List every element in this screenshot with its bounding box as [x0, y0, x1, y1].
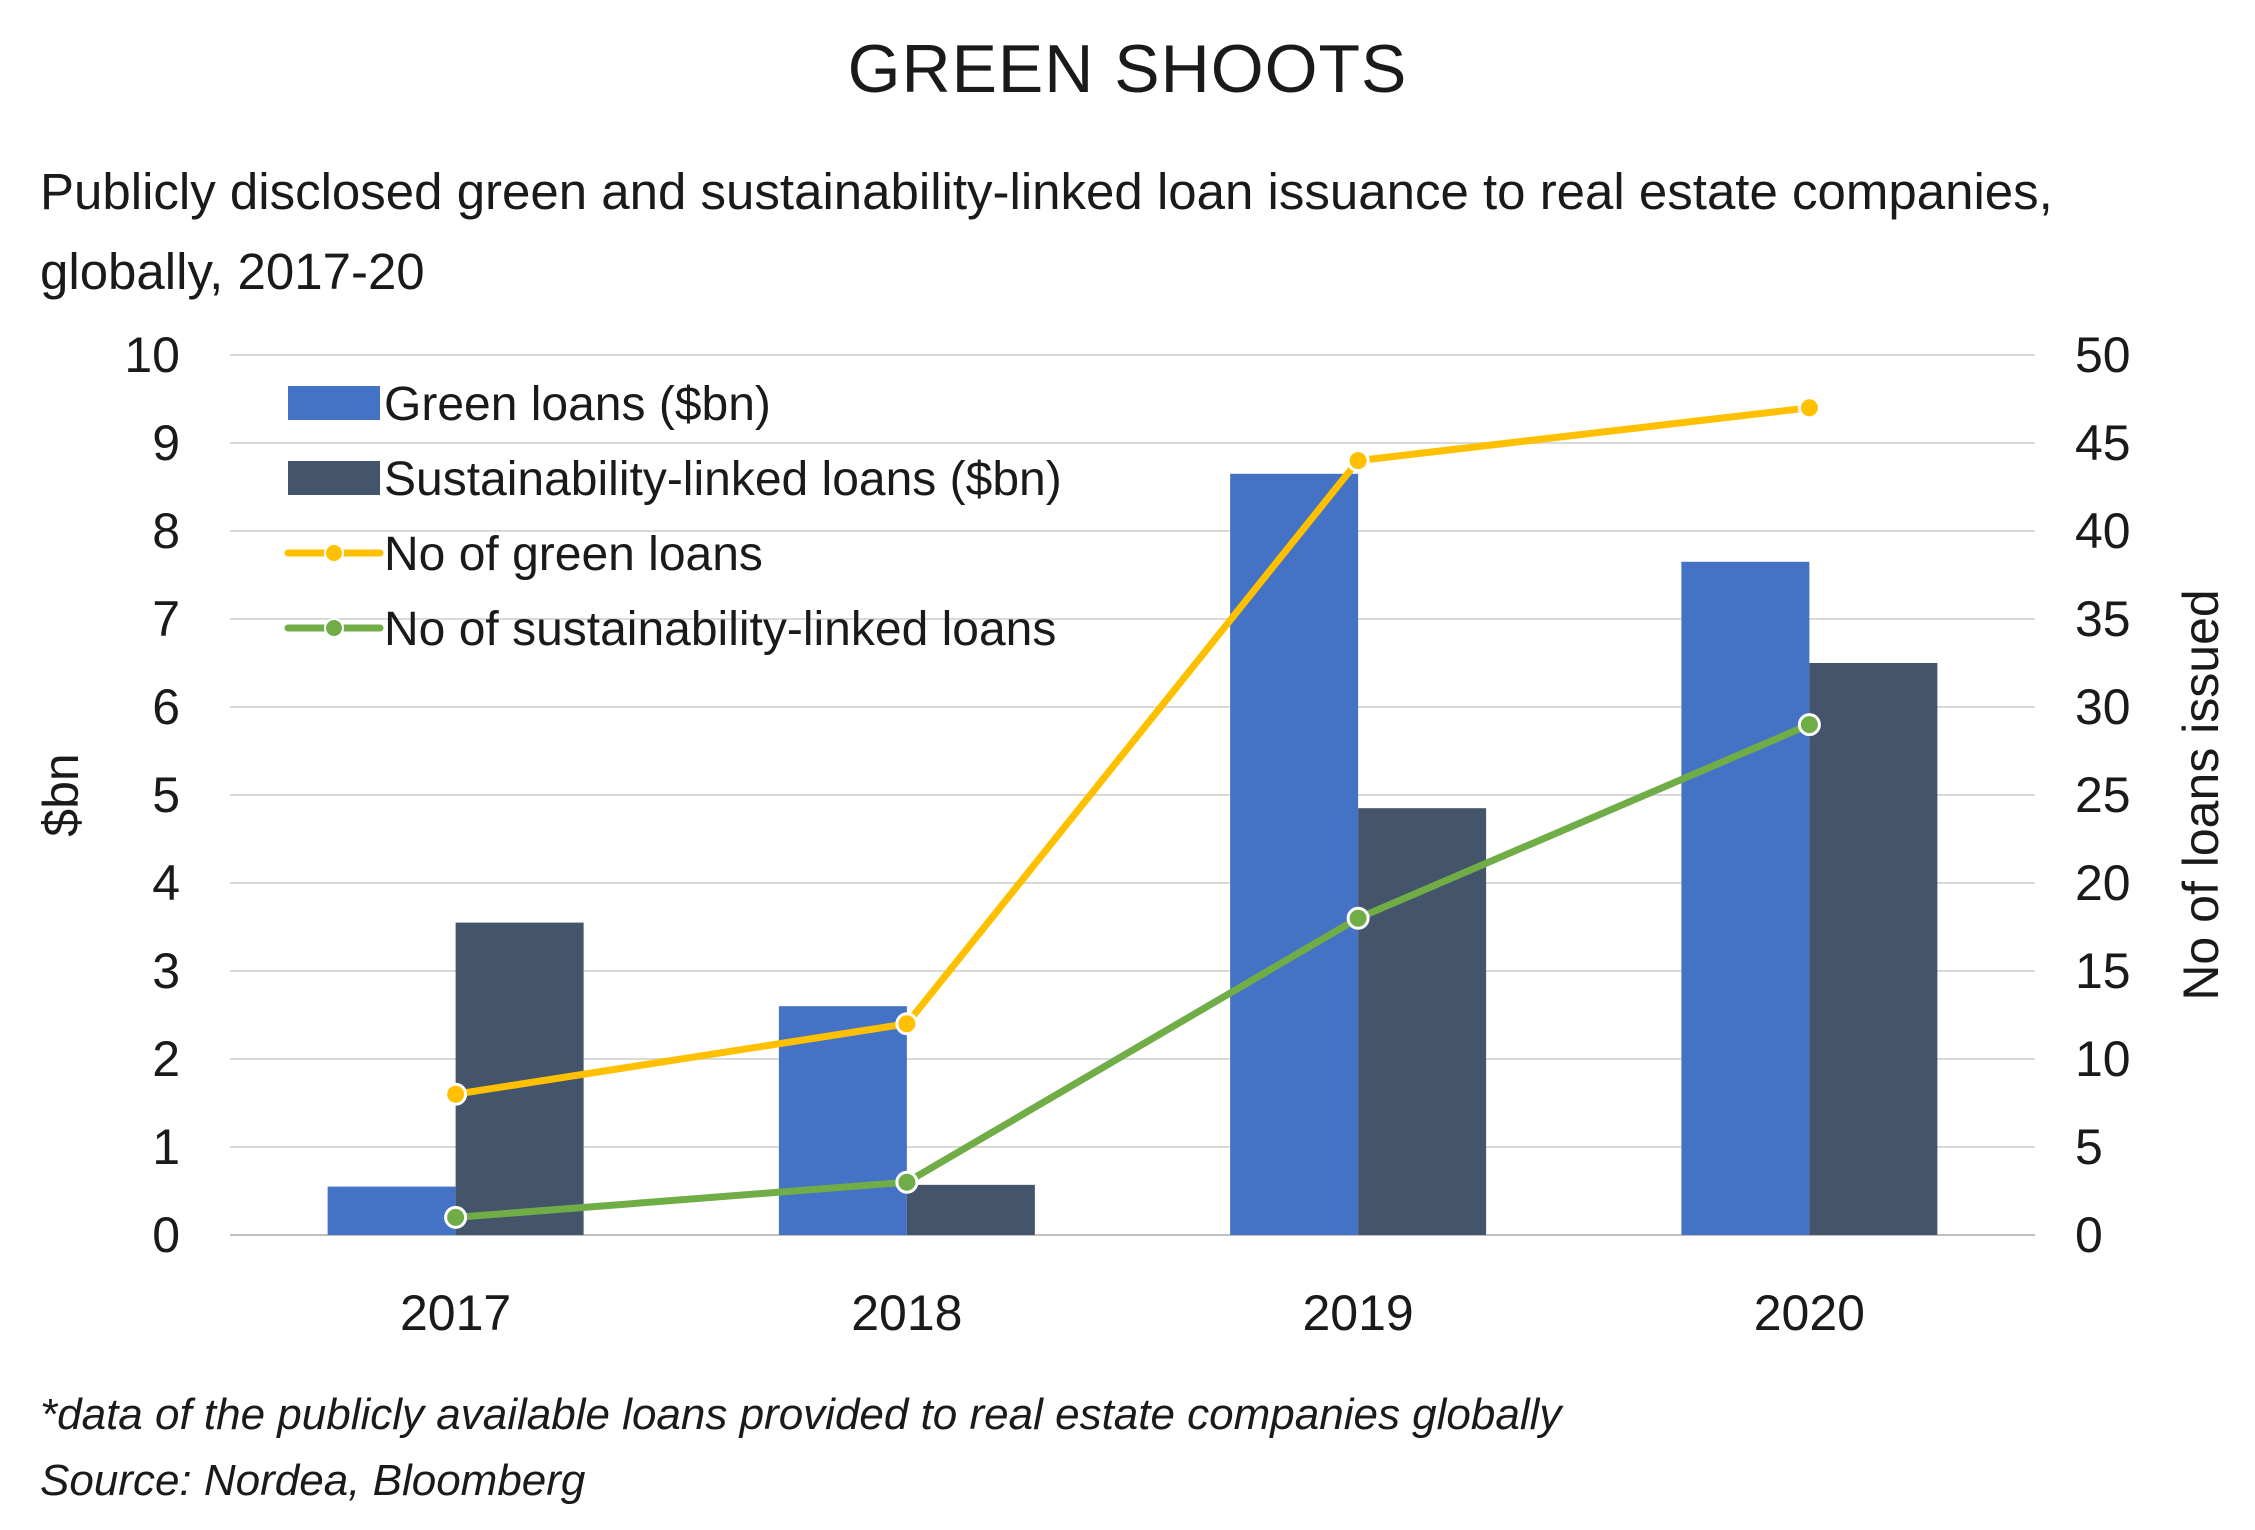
source-text: Source: Nordea, Bloomberg: [40, 1456, 586, 1505]
bar-sustainability-linked-loans: [1809, 663, 1938, 1235]
y-axis-title-left: $bn: [33, 753, 89, 836]
y-tick-label-right: 5: [2075, 1119, 2103, 1175]
bar-green-loans: [1230, 473, 1359, 1235]
point-no-sustainability-linked-loans: [444, 1205, 468, 1229]
y-tick-label-right: 50: [2075, 327, 2131, 383]
point-no-green-loans: [895, 1012, 919, 1036]
x-tick-label: 2020: [1754, 1285, 1865, 1341]
legend-swatch: [288, 461, 380, 495]
point-no-sustainability-linked-loans: [1346, 906, 1370, 930]
y-tick-label-right: 30: [2075, 679, 2131, 735]
bar-green-loans: [778, 1006, 907, 1235]
x-tick-label: 2017: [400, 1285, 511, 1341]
y-tick-label-left: 10: [124, 327, 180, 383]
point-no-sustainability-linked-loans: [895, 1170, 919, 1194]
point-no-green-loans: [1346, 449, 1370, 473]
y-tick-label-right: 45: [2075, 415, 2131, 471]
chart-subtitle: Publicly disclosed green and sustainabil…: [40, 163, 2053, 300]
line-no-green-loans: [452, 404, 1813, 1098]
chart-footnote: *data of the publicly available loans pr…: [40, 1382, 1561, 1514]
line-no-sustainability-linked-loans: [452, 721, 1813, 1221]
bar-series: [327, 473, 1938, 1235]
y-tick-label-left: 9: [152, 415, 180, 471]
chart-title: GREEN SHOOTS: [847, 31, 1408, 107]
line-series: [444, 396, 1821, 1229]
legend-label: No of green loans: [384, 528, 763, 581]
bar-green-loans: [1681, 561, 1810, 1235]
point-no-green-loans: [1797, 396, 1821, 420]
bar-green-loans: [327, 1186, 456, 1235]
legend-marker: [324, 618, 344, 638]
y-tick-label-left: 4: [152, 855, 180, 911]
y-tick-label-left: 7: [152, 591, 180, 647]
y-tick-label-right: 15: [2075, 943, 2131, 999]
y-tick-label-right: 35: [2075, 591, 2131, 647]
y-tick-label-left: 0: [152, 1207, 180, 1263]
y-tick-label-left: 1: [152, 1119, 180, 1175]
x-tick-label: 2018: [851, 1285, 962, 1341]
y-tick-label-left: 6: [152, 679, 180, 735]
legend-label: Sustainability-linked loans ($bn): [384, 453, 1062, 506]
y-tick-label-left: 8: [152, 503, 180, 559]
point-no-sustainability-linked-loans: [1797, 713, 1821, 737]
bar-sustainability-linked-loans: [1358, 808, 1487, 1235]
legend-label: Green loans ($bn): [384, 378, 771, 431]
y-axis-title-right: No of loans issued: [2173, 589, 2229, 1000]
legend-marker: [324, 543, 344, 563]
y-tick-label-right: 0: [2075, 1207, 2103, 1263]
legend: Green loans ($bn) Sustainability-linked l…: [284, 378, 1062, 656]
y-tick-label-left: 2: [152, 1031, 180, 1087]
y-tick-label-right: 10: [2075, 1031, 2131, 1087]
x-tick-label: 2019: [1303, 1285, 1414, 1341]
footnote-text: *data of the publicly available loans pr…: [40, 1390, 1562, 1439]
point-no-green-loans: [444, 1082, 468, 1106]
legend-swatch: [288, 386, 380, 420]
y-tick-label-left: 3: [152, 943, 180, 999]
y-tick-label-right: 40: [2075, 503, 2131, 559]
y-tick-label-left: 5: [152, 767, 180, 823]
bar-sustainability-linked-loans: [906, 1184, 1035, 1235]
y-tick-label-right: 20: [2075, 855, 2131, 911]
legend-label: No of sustainability-linked loans: [384, 603, 1056, 656]
y-tick-label-right: 25: [2075, 767, 2131, 823]
